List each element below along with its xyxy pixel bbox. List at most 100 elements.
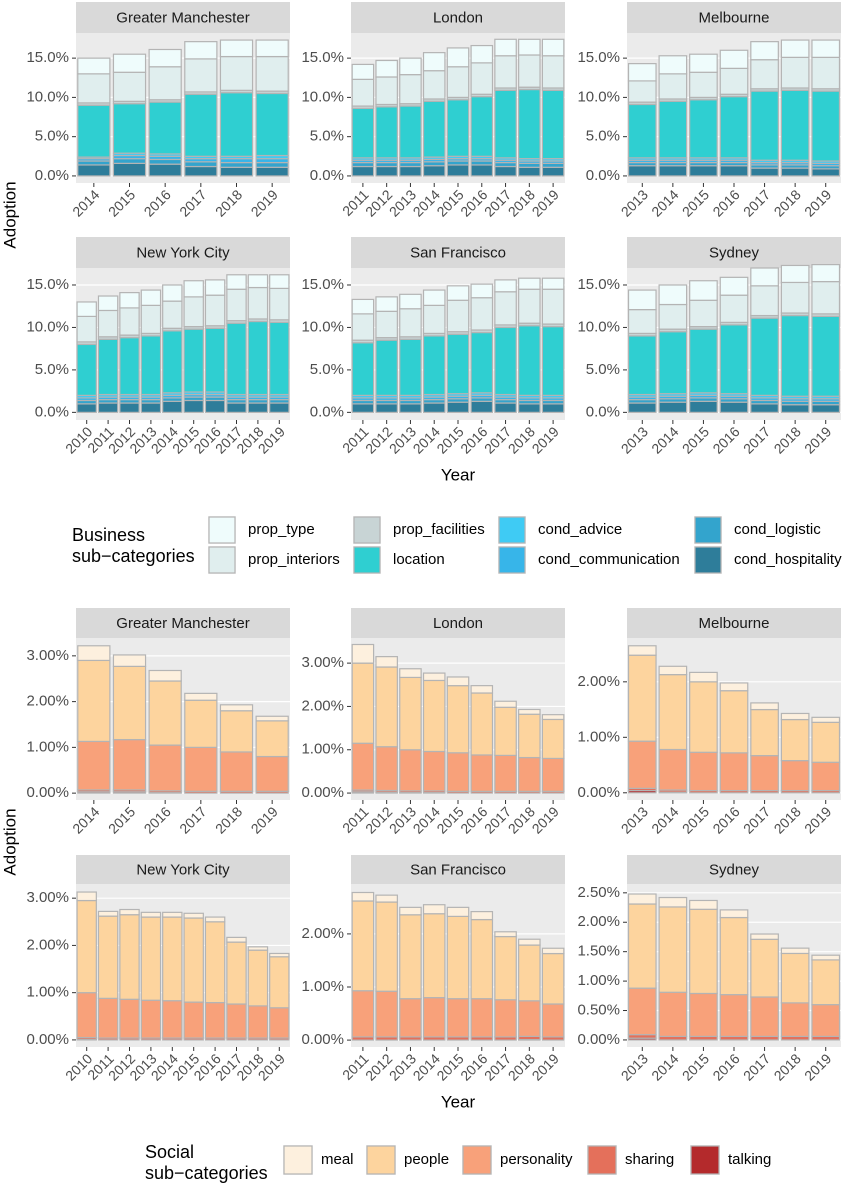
- bar-segment: [541, 718, 565, 760]
- bar-segment: [811, 404, 841, 413]
- bar-segment: [375, 339, 398, 396]
- legend-swatch: [690, 1145, 720, 1175]
- bar-segment: [375, 656, 398, 668]
- bar-segment: [719, 96, 749, 159]
- bar-segment: [541, 757, 565, 792]
- y-tick-label: 0.0%: [586, 167, 620, 184]
- legend-swatch: [694, 516, 722, 544]
- bar-segment: [689, 280, 718, 301]
- panel-title: Greater Manchester: [116, 615, 249, 632]
- bar-segment: [77, 104, 111, 158]
- panel-title: London: [433, 615, 483, 632]
- bar-segment: [140, 304, 162, 334]
- bar-segment: [689, 992, 718, 1038]
- bar-segment: [351, 742, 375, 791]
- bar-segment: [375, 746, 398, 792]
- bar-segment: [77, 164, 111, 177]
- bar-segment: [119, 292, 140, 309]
- y-tick-label: 1.00%: [577, 972, 620, 989]
- x-tick-label: 2019: [801, 423, 834, 456]
- x-tick-label: 2019: [529, 186, 562, 219]
- bar-segment: [148, 66, 182, 101]
- x-tick-label: 2019: [801, 803, 834, 836]
- y-tick-label: 2.00%: [577, 913, 620, 930]
- x-tick-label: 2019: [248, 186, 281, 219]
- bar-segment: [119, 914, 140, 1000]
- bar-segment: [811, 315, 841, 397]
- bar-segment: [541, 277, 565, 290]
- bar-segment: [184, 93, 218, 157]
- bar-segment: [494, 326, 517, 396]
- y-tick-label: 0.00%: [577, 1031, 620, 1048]
- bar-segment: [422, 913, 446, 999]
- bar-segment: [470, 685, 494, 694]
- bar-segment: [375, 901, 398, 992]
- bar-segment: [780, 1002, 810, 1038]
- bar-segment: [204, 327, 226, 393]
- y-tick-label: 0.0%: [35, 167, 69, 184]
- bar-segment: [750, 403, 779, 413]
- bar-segment: [375, 310, 398, 339]
- y-tick-label: 10.0%: [301, 318, 344, 335]
- bar-segment: [375, 403, 398, 413]
- bar-segment: [422, 904, 446, 915]
- bar-segment: [204, 399, 226, 413]
- y-tick-label: 3.00%: [26, 647, 69, 664]
- bar-segment: [422, 52, 446, 72]
- x-tick-label: 2016: [709, 803, 742, 836]
- bar-segment: [140, 911, 162, 918]
- bar-segment: [97, 910, 119, 917]
- bar-segment: [269, 1007, 290, 1039]
- legend-title: sub−categories: [145, 1163, 268, 1183]
- bar-segment: [351, 107, 375, 159]
- bar-segment: [627, 103, 657, 159]
- bar-segment: [226, 288, 247, 322]
- bar-segment: [351, 900, 375, 992]
- bar-segment: [226, 274, 247, 290]
- strip: [627, 608, 841, 638]
- bar-segment: [162, 300, 183, 329]
- legend-label: cond_advice: [538, 521, 622, 538]
- y-tick-label: 1.00%: [26, 984, 69, 1001]
- bar-segment: [422, 750, 446, 792]
- bar-segment: [719, 324, 749, 395]
- bar-segment: [811, 959, 841, 1006]
- bar-segment: [541, 166, 565, 177]
- bar-segment: [269, 952, 290, 958]
- bar-segment: [518, 756, 541, 792]
- bar-segment: [183, 399, 204, 413]
- bar-segment: [658, 665, 688, 676]
- bar-segment: [247, 286, 269, 320]
- bar-segment: [219, 39, 254, 58]
- bar-segment: [541, 55, 565, 89]
- y-tick-label: 5.0%: [35, 361, 69, 378]
- legend-title: Social: [145, 1142, 194, 1162]
- bar-segment: [627, 645, 657, 656]
- y-tick-label: 5.0%: [35, 128, 69, 145]
- y-tick-label: 1.00%: [577, 728, 620, 745]
- bar-segment: [399, 338, 422, 396]
- bar-segment: [76, 992, 97, 1039]
- bar-segment: [255, 755, 289, 792]
- x-tick-label: 2018: [771, 1050, 804, 1083]
- bar-segment: [77, 740, 111, 791]
- bar-segment: [780, 56, 810, 89]
- bar-segment: [162, 400, 183, 413]
- x-tick-label: 2017: [176, 186, 209, 219]
- x-tick-label: 2017: [740, 1050, 773, 1083]
- legend-label: talking: [728, 1151, 771, 1168]
- bar-segment: [446, 285, 470, 301]
- bar-segment: [399, 403, 422, 413]
- y-tick-label: 0.0%: [586, 403, 620, 420]
- strip: [76, 608, 290, 638]
- bar-segment: [719, 909, 749, 919]
- y-tick-label: 0.00%: [301, 1031, 344, 1048]
- bar-segment: [518, 166, 541, 177]
- bar-segment: [97, 295, 119, 312]
- bar-segment: [780, 760, 810, 792]
- legend-swatch: [694, 546, 722, 574]
- bar-segment: [422, 672, 446, 682]
- bar-segment: [351, 643, 375, 664]
- bar-segment: [351, 313, 375, 341]
- legend-label: meal: [321, 1151, 354, 1168]
